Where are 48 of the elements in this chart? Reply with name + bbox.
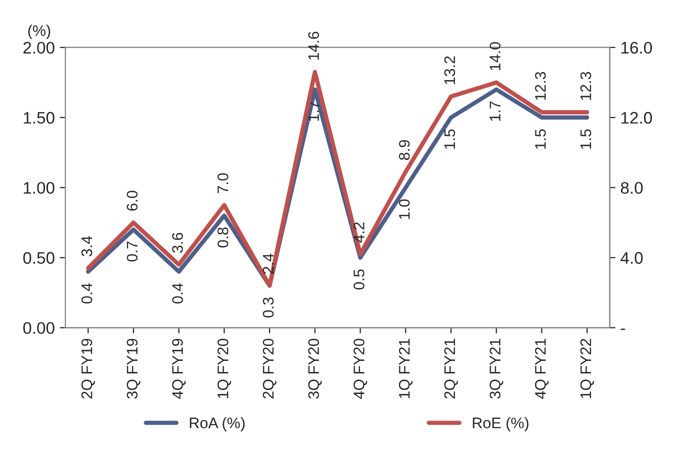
x-tick-label: 2Q FY19 (81, 338, 95, 398)
y-tick-label: 2.00 (23, 42, 54, 54)
data-label: 0.7 (126, 242, 138, 262)
x-tick-label: 1Q FY21 (398, 338, 412, 398)
data-label: 7.0 (217, 173, 228, 194)
y-tick-label: 0.00 (23, 322, 54, 334)
y2-tick-label: 4.0 (620, 252, 643, 264)
x-tick-label: 1Q FY20 (217, 338, 232, 398)
legend-label: RoE (%) (472, 417, 528, 432)
y2-tick-label: 16.0 (621, 42, 652, 54)
y-tick-label: 1.50 (24, 112, 54, 124)
y2-tick-label: 8.0 (620, 182, 643, 194)
x-tick-label: 4Q FY21 (535, 338, 549, 399)
data-label: 12.3 (535, 72, 546, 100)
data-label: 0.3 (262, 298, 274, 318)
data-label: 1.5 (444, 129, 456, 149)
x-tick-label: 1Q FY22 (580, 338, 594, 398)
data-label: 1.5 (535, 129, 546, 149)
x-tick-label: 4Q FY19 (172, 338, 186, 399)
x-tick-label: 4Q FY20 (354, 338, 368, 399)
data-label: 1.7 (490, 101, 500, 121)
y2-tick-label: - (620, 328, 625, 330)
x-tick-label: 3Q FY19 (126, 338, 140, 399)
y-axis-title: (%) (28, 24, 50, 40)
data-label: 0.4 (172, 283, 183, 304)
x-tick-label: 3Q FY20 (308, 338, 322, 399)
data-label: 13.2 (444, 56, 456, 84)
data-label: 1.0 (398, 199, 410, 219)
data-label: 0.4 (81, 283, 92, 304)
y2-tick-label: 12.0 (621, 112, 652, 124)
data-label: 8.9 (398, 140, 410, 160)
data-label: 0.5 (354, 269, 364, 290)
legend-label: RoA (%) (190, 417, 245, 432)
y-tick-label: 1.00 (24, 182, 54, 194)
x-tick-label: 2Q FY20 (262, 338, 276, 398)
data-label: 1.5 (580, 129, 592, 149)
x-tick-label: 2Q FY21 (444, 338, 458, 398)
data-label: 6.0 (126, 190, 138, 211)
y-tick-label: 0.50 (23, 252, 54, 264)
data-label: 12.3 (580, 72, 592, 100)
data-label: 14.0 (490, 42, 500, 70)
data-label: 14.6 (308, 32, 320, 60)
data-label: 4.2 (354, 222, 364, 243)
data-label: 2.4 (262, 254, 274, 274)
data-label: 3.6 (172, 232, 183, 253)
data-label: 0.8 (217, 227, 228, 248)
x-tick-label: 3Q FY21 (490, 338, 504, 399)
data-label: 3.4 (81, 236, 92, 256)
